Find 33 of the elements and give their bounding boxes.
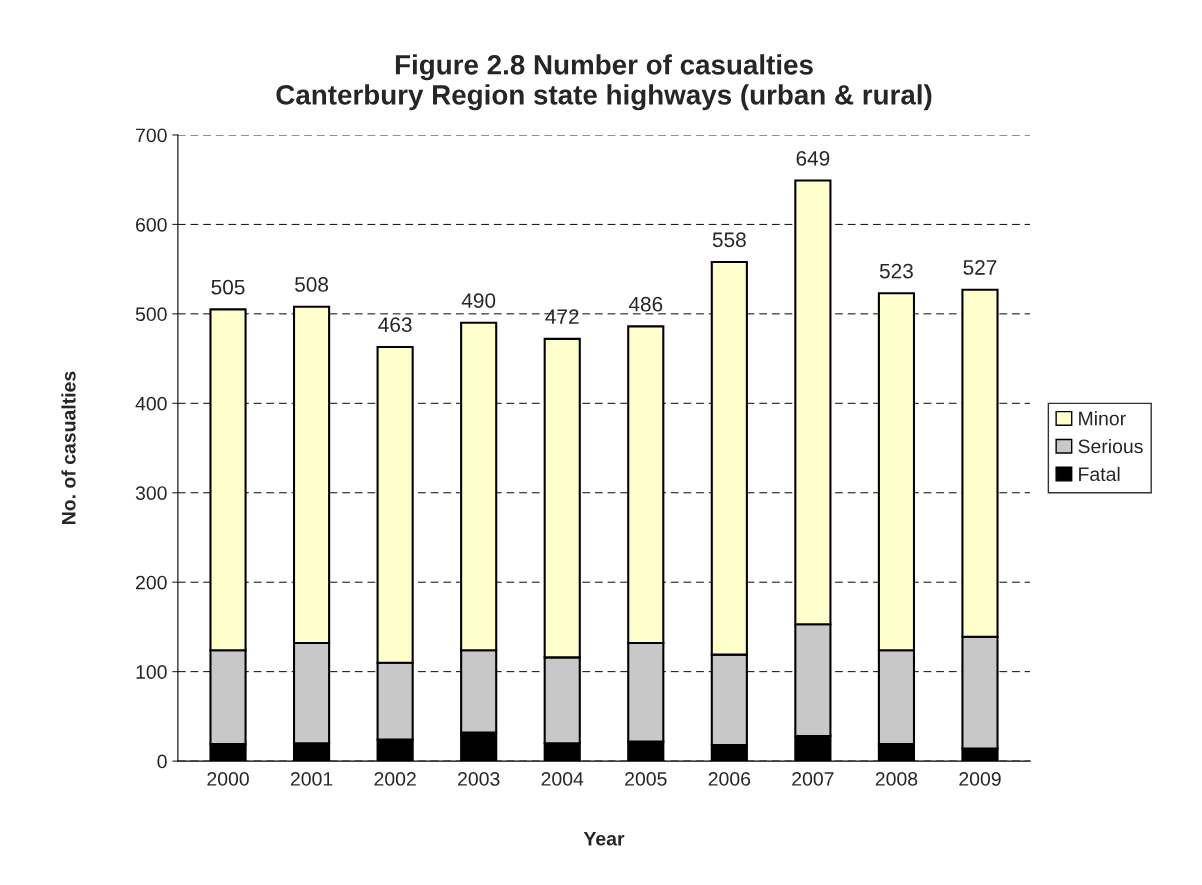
total-label: 486 bbox=[628, 296, 663, 312]
x-tick-label: 2005 bbox=[625, 772, 667, 786]
x-tick-label: 2007 bbox=[792, 772, 834, 786]
x-tick-label: 2001 bbox=[290, 772, 333, 786]
total-label: 649 bbox=[796, 150, 830, 166]
total-label: 490 bbox=[461, 293, 496, 308]
y-tick-label: 700 bbox=[136, 128, 167, 143]
y-tick-label: 0 bbox=[157, 754, 167, 769]
total-label: 463 bbox=[378, 317, 412, 333]
x-axis-title: Year bbox=[583, 832, 625, 846]
y-axis-title: No. of casualties bbox=[61, 371, 76, 524]
total-label: 508 bbox=[295, 277, 329, 292]
total-label: 527 bbox=[963, 260, 997, 275]
total-label: 505 bbox=[211, 279, 245, 295]
x-tick-label: 2004 bbox=[541, 772, 584, 786]
y-tick-label: 100 bbox=[136, 665, 167, 679]
x-tick-label: 2003 bbox=[458, 772, 500, 786]
legend-label: Minor bbox=[1079, 411, 1126, 426]
total-label: 558 bbox=[712, 232, 746, 248]
legend-label: Fatal bbox=[1079, 466, 1120, 482]
x-tick-label: 2006 bbox=[708, 772, 751, 786]
y-tick-label: 500 bbox=[135, 307, 167, 322]
x-tick-label: 2000 bbox=[207, 772, 249, 786]
chart-title: Figure 2.8 Number of casualties Canterbury Region state highways (urban & rural) bbox=[276, 54, 932, 111]
total-label: 523 bbox=[879, 263, 913, 279]
legend-label: Serious bbox=[1078, 438, 1143, 454]
y-tick-label: 400 bbox=[135, 396, 167, 411]
x-tick-label: 2008 bbox=[875, 772, 918, 786]
x-tick-label: 2009 bbox=[959, 772, 1001, 786]
y-tick-label: 300 bbox=[135, 486, 167, 500]
y-tick-label: 600 bbox=[136, 217, 167, 232]
y-tick-label: 200 bbox=[136, 575, 167, 590]
x-tick-label: 2002 bbox=[374, 772, 416, 786]
